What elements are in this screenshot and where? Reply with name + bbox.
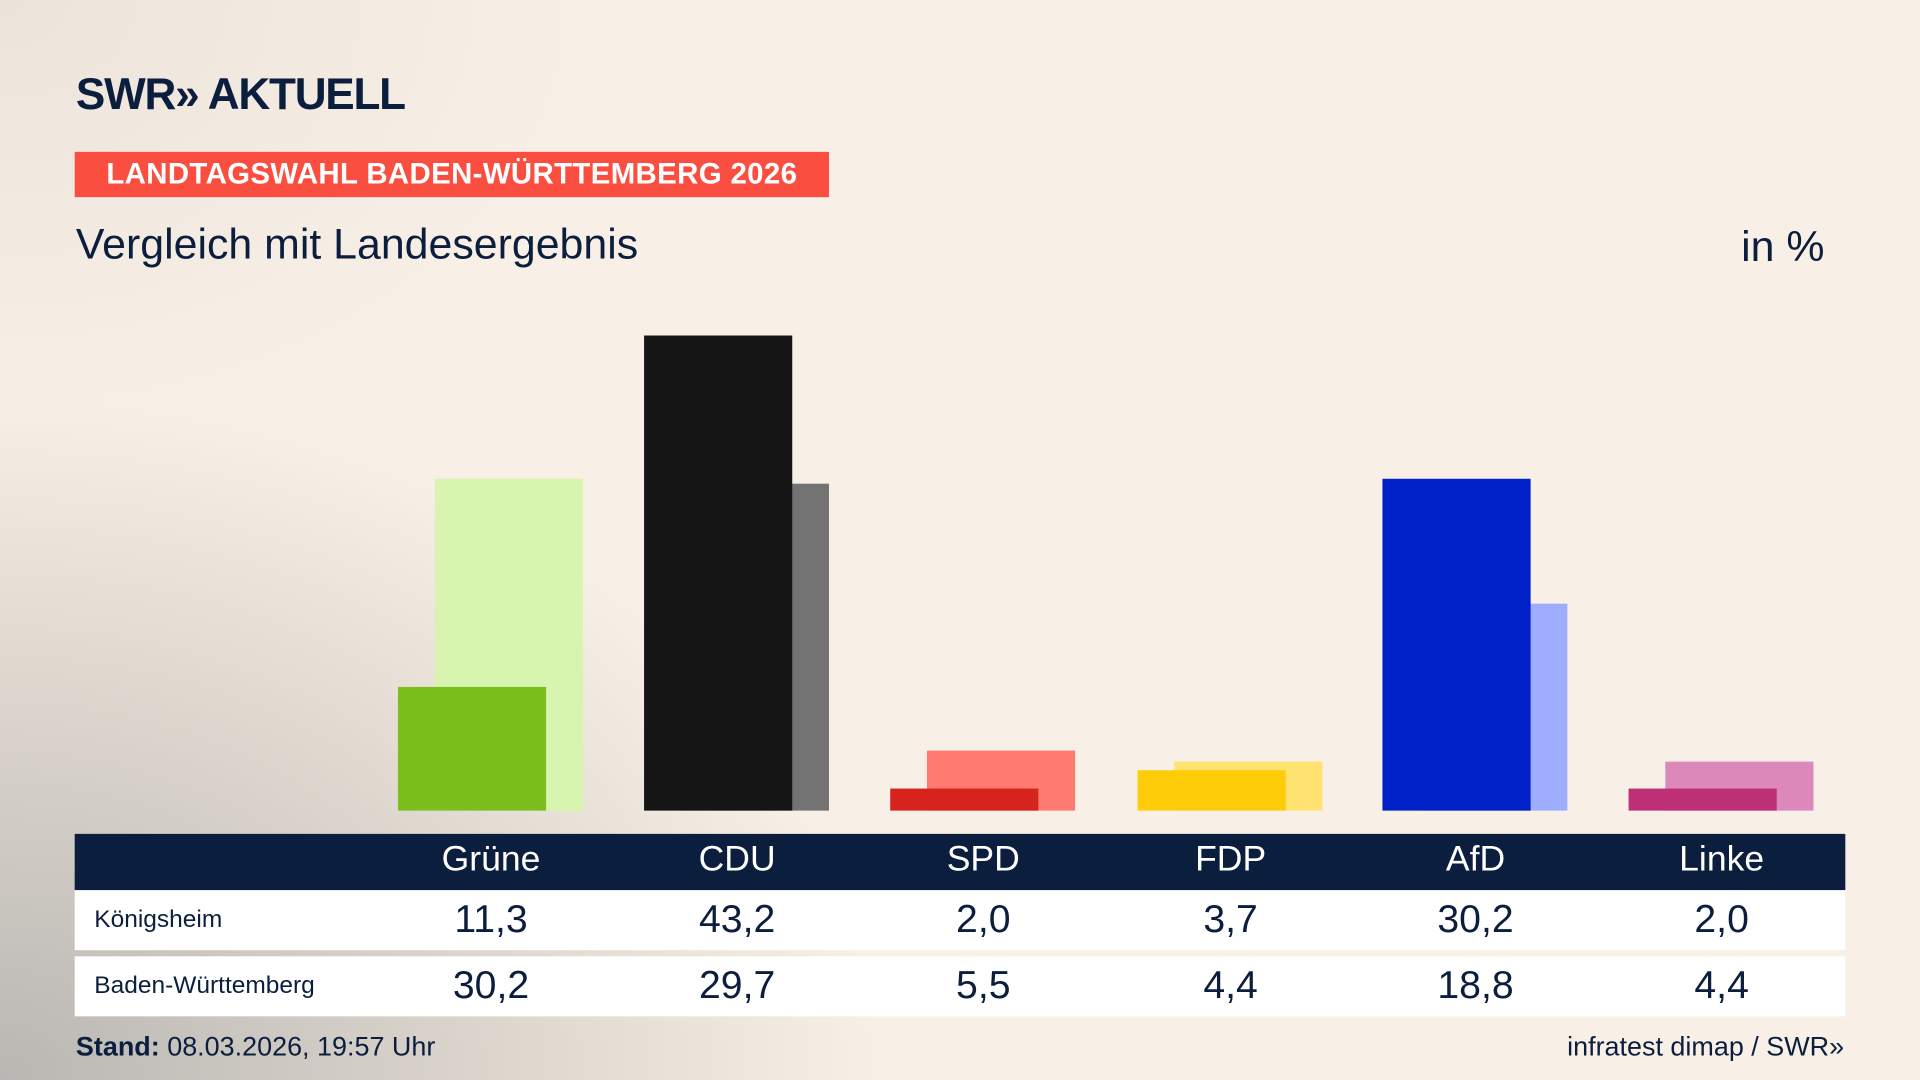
bar-chart — [397, 335, 1814, 811]
unit-label: in % — [1741, 222, 1825, 271]
value-cell: 43,2 — [699, 896, 776, 941]
timestamp: Stand: 08.03.2026, 19:57 Uhr — [76, 1031, 435, 1063]
column-header: FDP — [1195, 840, 1267, 880]
value-cell: 2,0 — [1694, 896, 1749, 941]
value-cell: 5,5 — [956, 962, 1011, 1007]
column-header: Linke — [1679, 840, 1765, 880]
bar-fdp-koenigsheim — [1137, 769, 1286, 811]
value-cell: 2,0 — [956, 896, 1011, 941]
table-row-koenigsheim: Königsheim 11,3 43,2 2,0 3,7 30,2 2,0 — [74, 890, 1846, 951]
kicker-banner: LANDTAGSWAHL BADEN-WÜRTTEMBERG 2026 — [74, 151, 829, 198]
source-credit: infratest dimap / SWR» — [1567, 1031, 1845, 1062]
value-cell: 4,4 — [1203, 962, 1258, 1007]
row-label: Königsheim — [94, 906, 223, 934]
value-cell: 4,4 — [1694, 962, 1749, 1007]
column-header: Grüne — [441, 840, 541, 880]
value-cell: 30,2 — [1437, 896, 1514, 941]
value-cell: 18,8 — [1437, 962, 1514, 1007]
column-header: CDU — [698, 840, 776, 880]
bar-afd-koenigsheim — [1382, 478, 1531, 811]
value-cell: 3,7 — [1203, 896, 1258, 941]
value-cell: 30,2 — [452, 962, 530, 1007]
stand-label: Stand: — [75, 1031, 160, 1062]
bar-linke-koenigsheim — [1628, 788, 1777, 811]
swr-aktuell-logo: SWR» AKTUELL — [75, 68, 406, 119]
chart-subtitle: Vergleich mit Landesergebnis — [75, 220, 639, 269]
row-label: Baden-Württemberg — [94, 972, 315, 1000]
bar-grüne-koenigsheim — [397, 686, 547, 811]
bar-cdu-koenigsheim — [644, 335, 793, 811]
value-cell: 11,3 — [454, 896, 528, 941]
stand-value: 08.03.2026, 19:57 Uhr — [159, 1031, 436, 1062]
column-header: SPD — [946, 840, 1020, 880]
value-cell: 29,7 — [699, 962, 776, 1007]
bar-spd-koenigsheim — [890, 788, 1039, 811]
column-header: AfD — [1445, 840, 1506, 880]
table-row-baden-wuerttemberg: Baden-Württemberg 30,2 29,7 5,5 4,4 18,8 4,4 — [74, 956, 1846, 1017]
table-header: Grüne CDU SPD FDP AfD Linke — [74, 833, 1846, 891]
